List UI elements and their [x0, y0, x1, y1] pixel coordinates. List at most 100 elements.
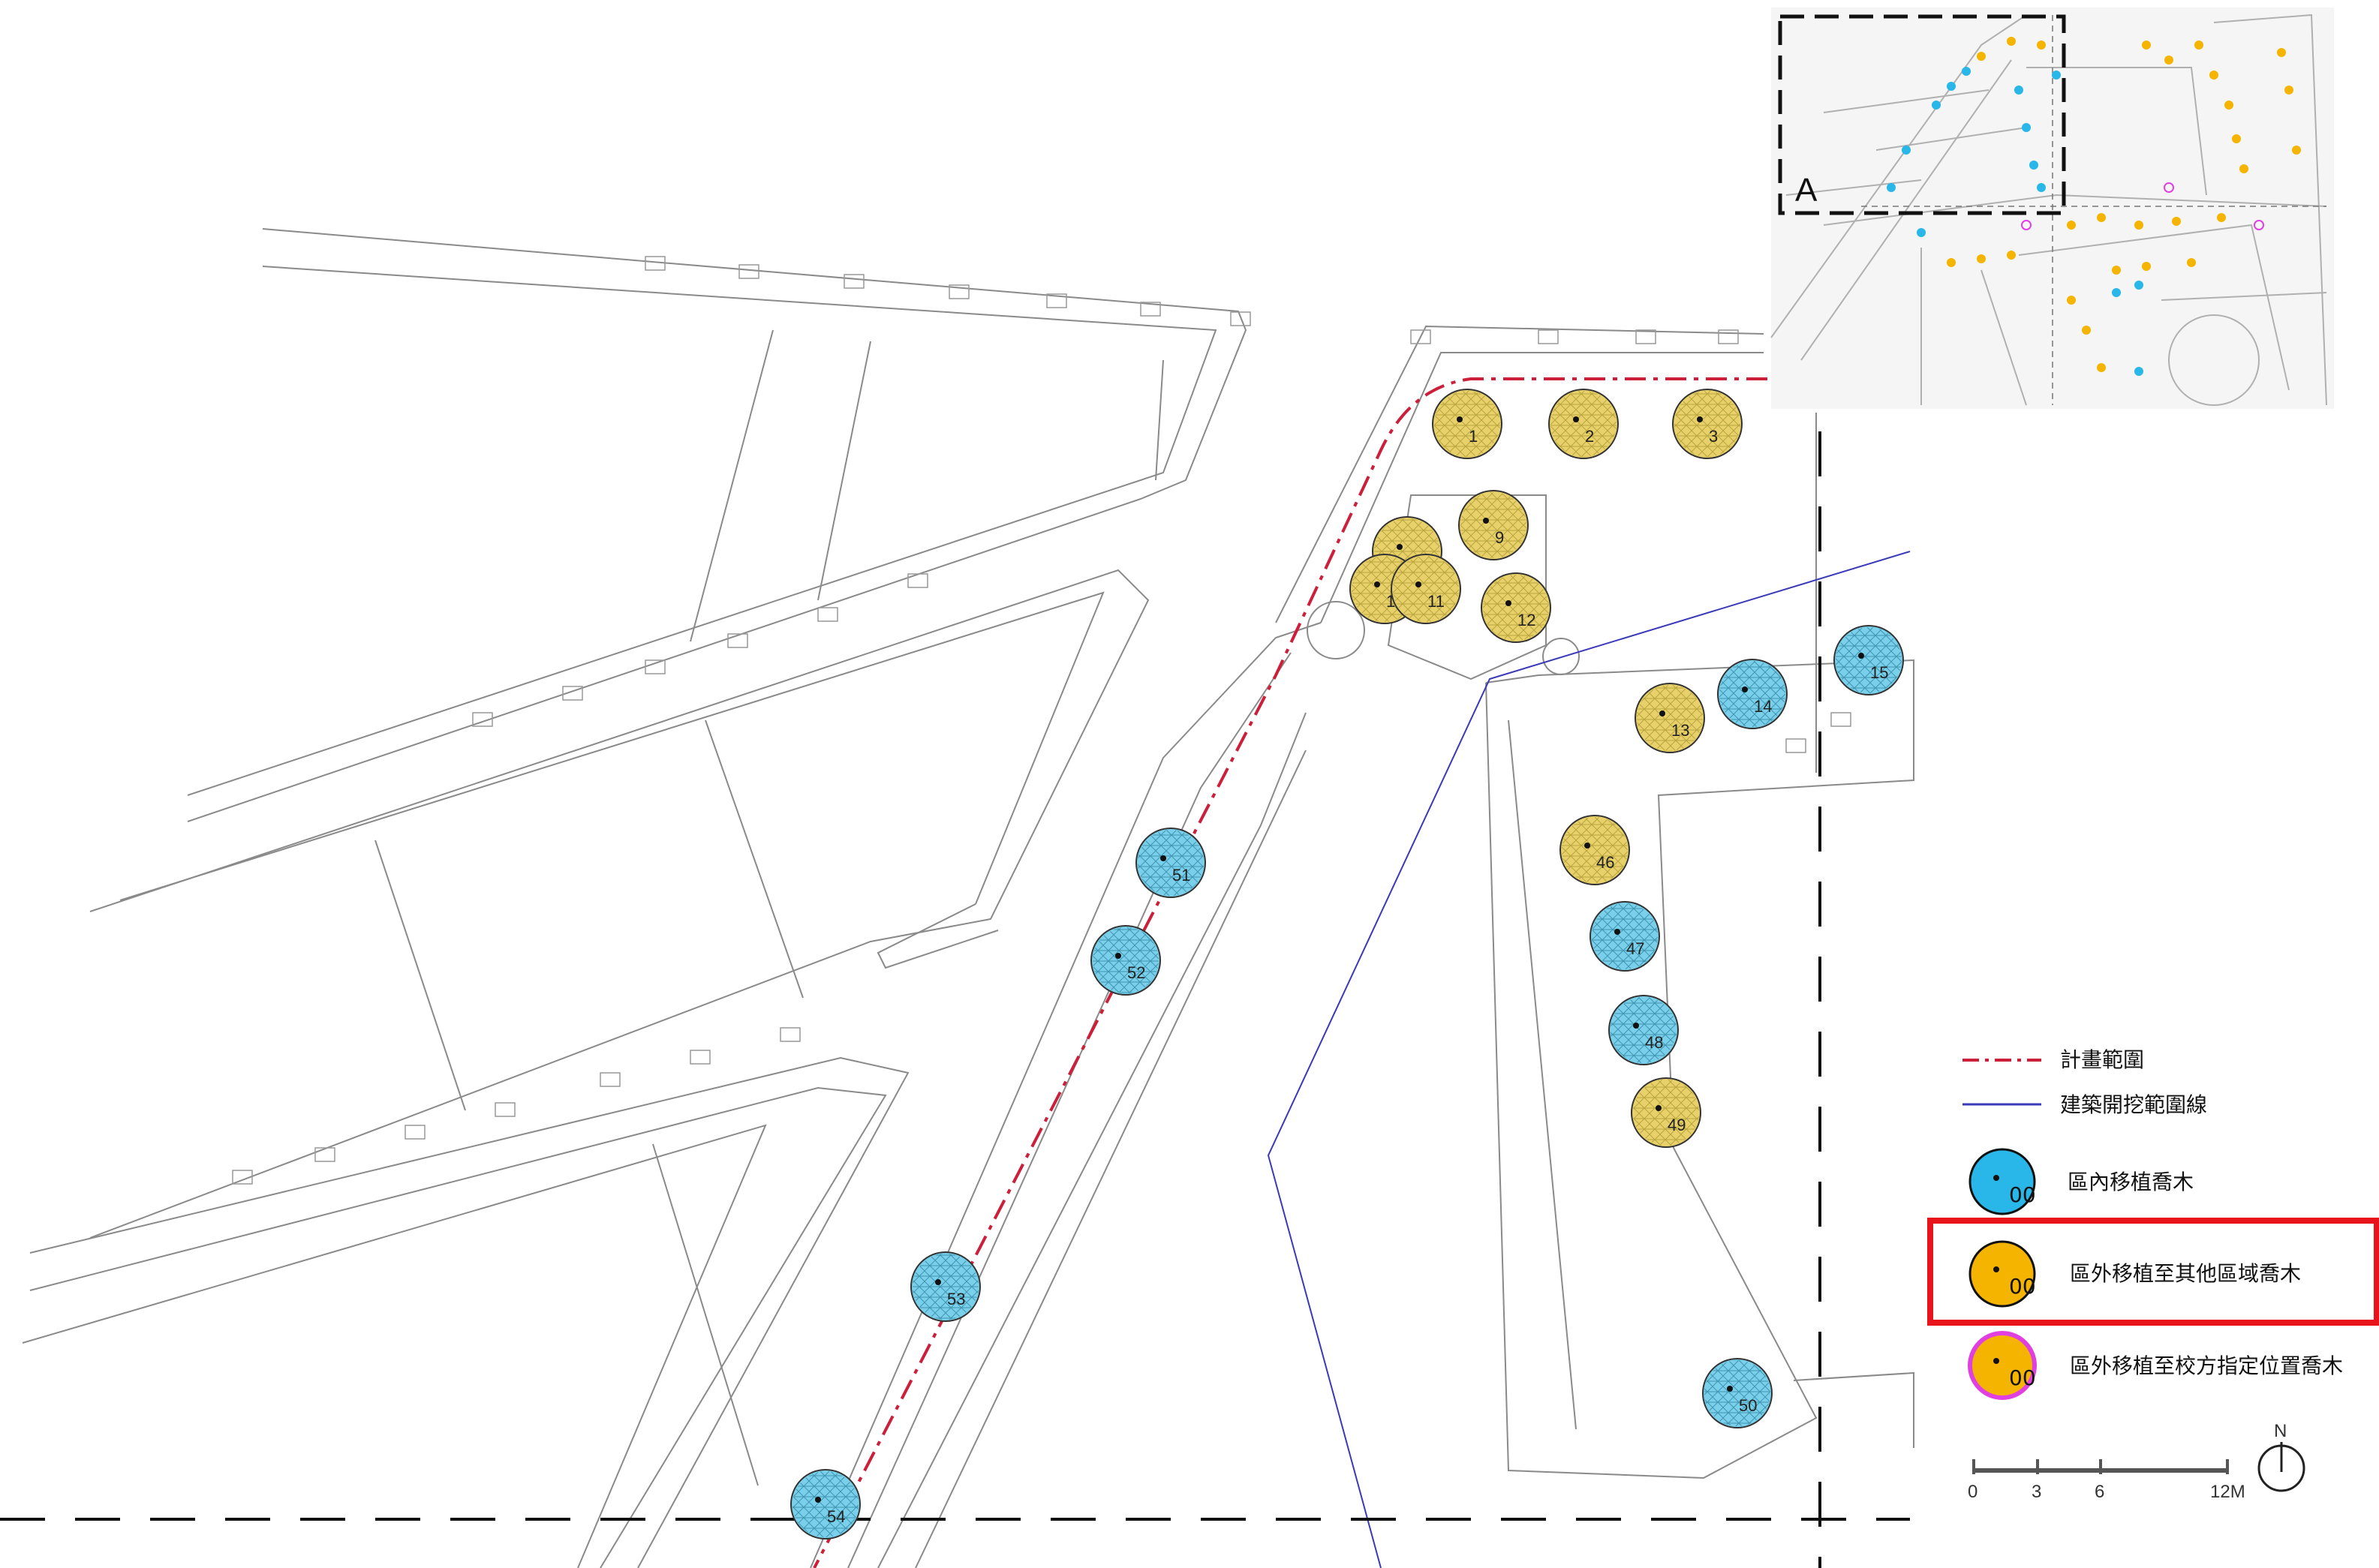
tree-trunk-dot [1858, 653, 1864, 659]
tree-hatch [1434, 391, 1500, 457]
tree-trunk-dot [1160, 855, 1166, 861]
tree-hatch [1562, 817, 1628, 883]
scale-label-12m: 12M [2210, 1482, 2245, 1502]
tree-49: 49 [1631, 1077, 1701, 1148]
tree-trunk-dot [1115, 953, 1121, 959]
tree-hatch [1719, 661, 1785, 727]
tree-number: 1 [1469, 427, 1478, 446]
tree-hatch [1093, 927, 1159, 993]
tree-trunk-dot [1505, 600, 1511, 606]
road-linework [22, 228, 1914, 1568]
legend-external-other-icon: 00 [1968, 1240, 2036, 1308]
tree-hatch [1592, 903, 1658, 969]
legend-internal-icon: 00 [1968, 1148, 2036, 1215]
tree-trunk-dot [1656, 1105, 1662, 1111]
tree-trunk-dot [1374, 581, 1380, 587]
tree-51: 51 [1135, 828, 1206, 898]
tree-number: 15 [1870, 663, 1888, 682]
tree-trunk-dot [1727, 1386, 1733, 1392]
tree-number: 3 [1709, 427, 1718, 446]
tree-hatch [1393, 556, 1459, 622]
tree-12: 12 [1481, 572, 1551, 643]
excavation-line [1267, 551, 1911, 1568]
tree-trunk-dot [1742, 686, 1748, 692]
tree-number: 52 [1127, 963, 1145, 982]
legend-internal-number: 00 [2009, 1182, 2036, 1207]
tree-number: 51 [1172, 866, 1190, 885]
tree-hatch [1637, 685, 1703, 751]
tree-number: 48 [1645, 1033, 1663, 1052]
tree-hatch [1138, 830, 1204, 896]
tree-number: 2 [1585, 427, 1594, 446]
tree-53: 53 [910, 1251, 981, 1322]
legend-highlight-box [1927, 1218, 2379, 1326]
tree-54: 54 [790, 1469, 861, 1539]
tree-trunk-dot [1697, 416, 1703, 422]
legend-external-school-icon: 00 [1968, 1331, 2037, 1400]
tree-13: 13 [1635, 683, 1705, 753]
tree-50: 50 [1702, 1358, 1773, 1428]
tree-trunk-dot [1659, 710, 1665, 716]
legend-excavation-label: 建築開挖範圍線 [2060, 1092, 2207, 1117]
tree-52: 52 [1090, 925, 1161, 996]
tree-number: 46 [1596, 853, 1614, 872]
tree-9: 9 [1458, 490, 1529, 560]
trees-layer: 12389101112131415464748495051525354 [790, 389, 1904, 1539]
tree-trunk-dot [1457, 416, 1463, 422]
plan-boundary-line [813, 377, 1767, 1568]
tree-14: 14 [1717, 659, 1788, 729]
legend-external-school-label: 區外移植至校方指定位置喬木 [2070, 1353, 2343, 1378]
tree-hatch [1483, 575, 1549, 641]
tree-15: 15 [1833, 625, 1904, 695]
tree-hatch [1611, 997, 1677, 1063]
legend: 計畫範圍 建築開挖範圍線 00 區內移植喬木 00 區外移植至其他區域喬木 00… [1927, 1047, 2379, 1400]
section-lines [0, 431, 1910, 1568]
inset-area-a-box [1778, 14, 2066, 215]
tree-number: 12 [1517, 611, 1535, 629]
legend-external-other-label: 區外移植至其他區域喬木 [2070, 1261, 2301, 1286]
legend-external-other-number: 00 [2009, 1274, 2036, 1299]
tree-1: 1 [1432, 389, 1502, 459]
tree-46: 46 [1559, 815, 1630, 885]
north-arrow-icon: N [2257, 1421, 2305, 1492]
tree-hatch [1460, 492, 1526, 558]
tree-hatch [1704, 1360, 1770, 1426]
tree-2: 2 [1548, 389, 1619, 459]
tree-number: 9 [1495, 528, 1504, 547]
scale-bar: 0 3 6 12M [1968, 1459, 2245, 1502]
scale-label-0: 0 [1968, 1482, 1977, 1502]
tree-trunk-dot [1584, 843, 1590, 849]
legend-plan-boundary-label: 計畫範圍 [2060, 1047, 2144, 1072]
tree-hatch [1550, 391, 1617, 457]
tree-number: 13 [1671, 721, 1689, 740]
tree-number: 50 [1739, 1396, 1757, 1415]
inset-key-map: A [1770, 8, 2334, 409]
tree-trunk-dot [1483, 518, 1489, 524]
tree-47: 47 [1590, 901, 1660, 972]
tree-trunk-dot [1415, 581, 1421, 587]
parking-marks [232, 256, 1851, 1185]
tree-hatch [1836, 627, 1902, 693]
tree-number: 11 [1427, 592, 1445, 611]
tree-number: 47 [1626, 939, 1644, 958]
tree-trunk-dot [1633, 1023, 1639, 1029]
tree-trunk-dot [815, 1497, 821, 1503]
tree-hatch [1674, 391, 1740, 457]
scale-label-6: 6 [2095, 1482, 2104, 1502]
legend-external-school-number: 00 [2009, 1365, 2036, 1390]
tree-hatch [792, 1471, 859, 1537]
tree-number: 53 [947, 1290, 965, 1308]
tree-trunk-dot [935, 1279, 941, 1285]
tree-hatch [1633, 1080, 1699, 1146]
tree-number: 49 [1668, 1116, 1686, 1134]
tree-11: 11 [1391, 554, 1461, 624]
tree-trunk-dot [1614, 929, 1620, 935]
tree-hatch [913, 1254, 979, 1320]
legend-internal-label: 區內移植喬木 [2068, 1170, 2194, 1194]
tree-number: 14 [1754, 697, 1772, 716]
tree-trunk-dot [1397, 544, 1403, 550]
tree-3: 3 [1672, 389, 1743, 459]
scale-label-3: 3 [2032, 1482, 2041, 1502]
tree-number: 54 [827, 1507, 845, 1526]
